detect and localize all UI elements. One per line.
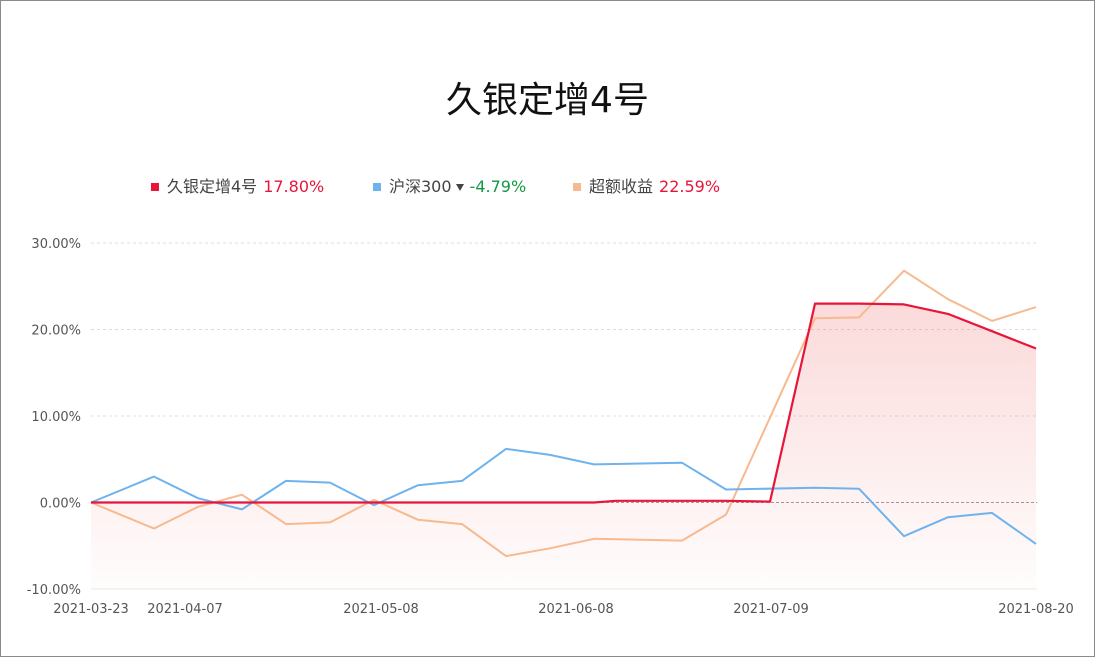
legend-item-fund[interactable]: 久银定增4号 17.80% [151,175,324,199]
legend-label-hs300: 沪深300 [389,177,452,196]
series-layer [90,269,1037,558]
legend-label-excess: 超额收益 [589,177,654,196]
legend-value-fund: 17.80% [263,177,325,196]
x-tick-label: 2021-05-08 [343,602,419,617]
series-line-0[interactable] [91,302,1037,504]
x-tick-label: 2021-08-20 [998,602,1074,617]
y-tick-label: 30.00% [31,237,81,252]
y-tick-label: 20.00% [31,324,81,339]
caret-down-icon[interactable] [455,184,464,191]
x-tick-label: 2021-07-09 [733,602,809,617]
legend-swatch-hs300 [373,183,381,191]
legend-swatch-fund [151,183,159,191]
legend-swatch-excess [573,183,581,191]
x-tick-label: 2021-06-08 [538,602,614,617]
y-tick-label: 0.00% [40,497,81,512]
x-tick-label: 2021-04-07 [147,602,223,617]
y-axis-labels: 30.00% 20.00% 10.00% 0.00% -10.00% [27,237,81,598]
series-line-2[interactable] [90,269,1037,558]
legend-label-fund: 久银定增4号 [167,177,258,196]
y-tick-label: 10.00% [31,410,81,425]
x-tick-label: 2021-03-23 [53,602,129,617]
x-axis-labels: 2021-03-23 2021-04-07 2021-05-08 2021-06-08… [53,602,1074,617]
series-line-1[interactable] [90,447,1037,545]
legend-value-hs300: -4.79% [469,177,527,196]
legend-item-excess[interactable]: 超额收益 22.59% [573,175,720,199]
legend-item-hs300[interactable]: 沪深300 -4.79% [373,175,526,199]
y-tick-label: -10.00% [27,583,81,598]
legend-value-excess: 22.59% [659,177,721,196]
chart-title: 久银定增4号 [446,80,649,121]
